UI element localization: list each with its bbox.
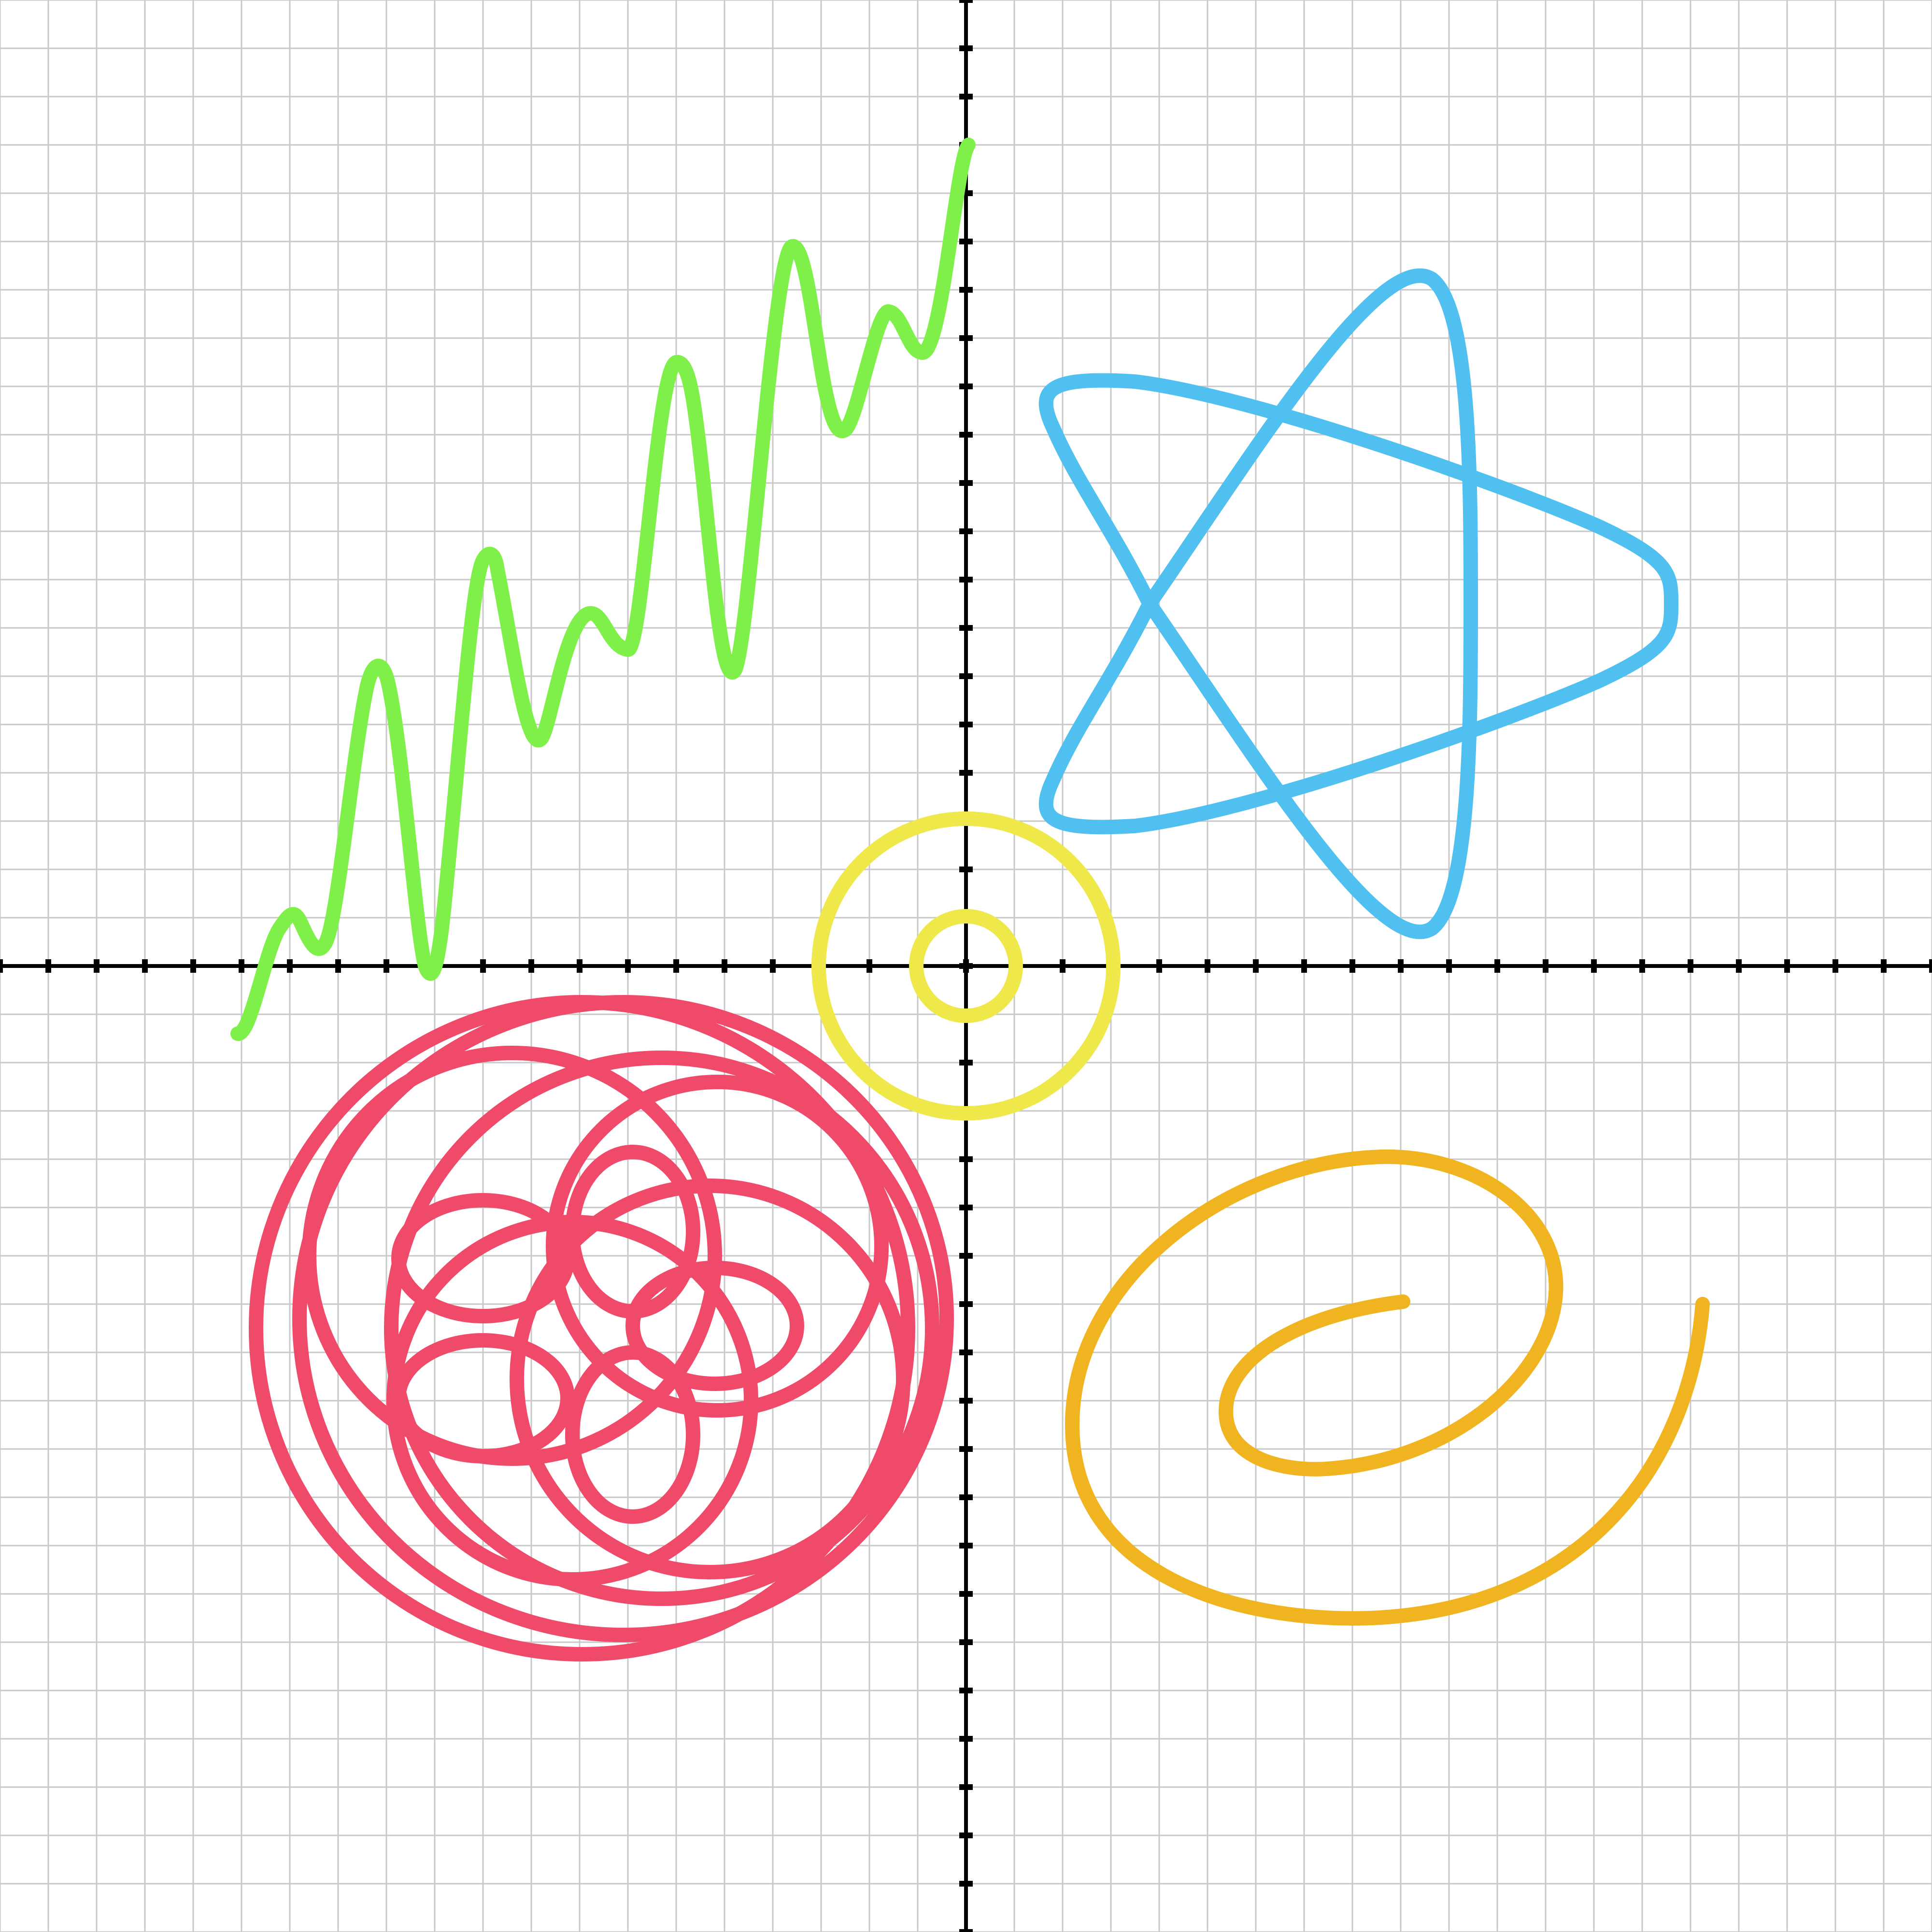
orange-spiral-curve	[1065, 1149, 1710, 1626]
green-wave-curve	[230, 138, 976, 1041]
rose-petal-4	[391, 1333, 575, 1463]
curves	[230, 138, 1710, 1662]
blue-star-curve	[1038, 268, 1678, 939]
rose-petal-5	[565, 1345, 700, 1524]
inner-ring	[909, 909, 1023, 1023]
rose-ring-7	[546, 1075, 889, 1418]
rose-petal-3	[625, 1261, 804, 1391]
rose-outer-ring-2	[384, 1051, 939, 1606]
outer-ring	[811, 811, 1121, 1121]
yellow-rings-curve	[811, 811, 1121, 1121]
rose-outer-ring-3	[292, 995, 954, 1642]
rose-ring-5	[510, 1179, 910, 1579]
red-rose-curve	[249, 995, 954, 1662]
rose-petal-1	[391, 1193, 575, 1323]
